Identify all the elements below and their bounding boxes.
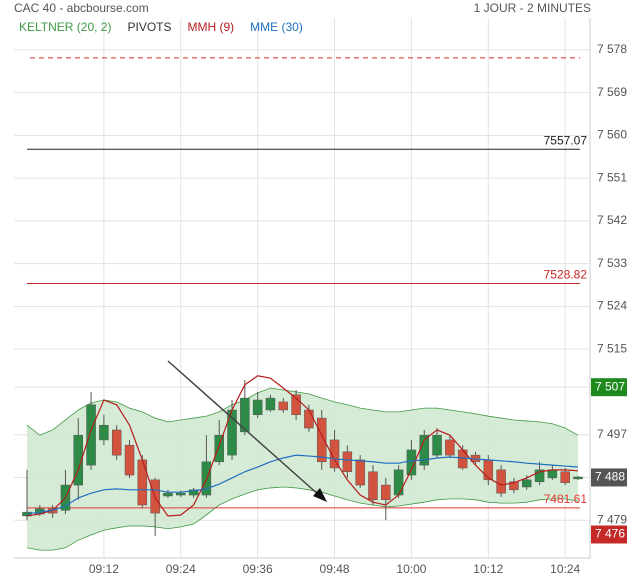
candle-body [252, 399, 263, 415]
candle-body [99, 424, 109, 441]
candle-body [406, 449, 417, 476]
price-marker-label: 7 507 [595, 379, 625, 393]
drawn-arrow [167, 360, 327, 502]
candle-body [214, 434, 224, 463]
candle-body [560, 471, 570, 483]
candle-body [521, 479, 532, 488]
legend-entry: MME (30) [250, 20, 303, 34]
candle-body [483, 459, 494, 481]
candle-body [445, 439, 455, 456]
legend: KELTNER (20, 2) PIVOTS MMH (9) MME (30) [19, 20, 303, 34]
y-tick-label: 7 524 [597, 299, 627, 313]
axes: 7 578 7 569 7 560 7 551 7 542 7 533 7 524 7 515… [89, 42, 627, 576]
ma-line [26, 454, 579, 515]
candle-body [534, 469, 545, 482]
candle-body [509, 481, 519, 491]
header-period: 1 JOUR - 2 MINUTES [474, 1, 591, 15]
y-tick-label: 7 560 [597, 128, 627, 142]
x-tick-label: 09:48 [320, 562, 350, 576]
keltner-band [26, 387, 579, 551]
candle-body [457, 449, 468, 469]
price-marker [591, 468, 627, 487]
candle-body [86, 404, 96, 466]
band-lower [26, 486, 579, 551]
candle-body [124, 444, 135, 476]
y-tick-label: 7 551 [597, 170, 627, 184]
y-tick-label: 7 515 [597, 341, 627, 355]
candle-body [265, 397, 276, 411]
y-tick-label: 7 569 [597, 85, 627, 99]
band-area [27, 388, 578, 551]
candle-body [368, 471, 378, 501]
pivot-label: 7528.82 [544, 268, 588, 282]
pivot-label: 7481.61 [544, 492, 588, 506]
band-upper [26, 387, 579, 436]
price-marker [591, 525, 627, 544]
candle-body [73, 434, 84, 486]
x-tick-label: 10:00 [396, 562, 426, 576]
price-marker-label: 7 476 [595, 527, 625, 541]
candle-body [163, 492, 173, 497]
candle-body [304, 409, 314, 429]
arrow-head [313, 488, 327, 502]
candle-body [393, 469, 404, 496]
x-tick-label: 10:24 [550, 562, 580, 576]
moving-averages [26, 375, 579, 517]
candle-body [342, 451, 353, 473]
legend-entry: MMH (9) [188, 20, 235, 34]
x-tick-label: 09:12 [89, 562, 119, 576]
x-tick-label: 09:36 [243, 562, 273, 576]
candle-body [227, 409, 237, 456]
candle-body [291, 394, 301, 415]
price-marker [591, 378, 627, 397]
candle-body [381, 484, 391, 501]
candle-body [329, 439, 340, 469]
x-tick-label: 10:12 [473, 562, 503, 576]
y-tick-label: 7 542 [597, 213, 627, 227]
y-tick-label: 7 479 [597, 512, 627, 526]
candle-body [137, 459, 148, 506]
ma-line [26, 375, 579, 517]
candle-body [240, 397, 250, 433]
candle-body [176, 492, 186, 496]
y-tick-label: 7 497 [597, 427, 627, 441]
candle-body [573, 476, 583, 480]
candle-body [355, 459, 365, 486]
candle-body [496, 469, 506, 494]
candle-body [316, 417, 327, 463]
legend-entry: PIVOTS [127, 20, 171, 34]
y-tick-label: 7 533 [597, 256, 627, 270]
price-marker-label: 7 488 [595, 470, 625, 484]
candle-body [432, 434, 442, 456]
candle-body [547, 469, 558, 479]
pivot-label: 7557.07 [544, 133, 588, 147]
arrow-line [167, 360, 321, 497]
pivot-levels: 7557.07 7528.82 7481.61 [27, 57, 588, 509]
y-tick-label: 7 578 [597, 42, 627, 56]
candle-body [188, 489, 199, 496]
header-title: CAC 40 - abcbourse.com [14, 1, 149, 15]
candle-body [278, 401, 289, 411]
x-tick-label: 09:24 [166, 562, 196, 576]
legend-entry: KELTNER (20, 2) [19, 20, 111, 34]
candle-body [111, 429, 122, 456]
